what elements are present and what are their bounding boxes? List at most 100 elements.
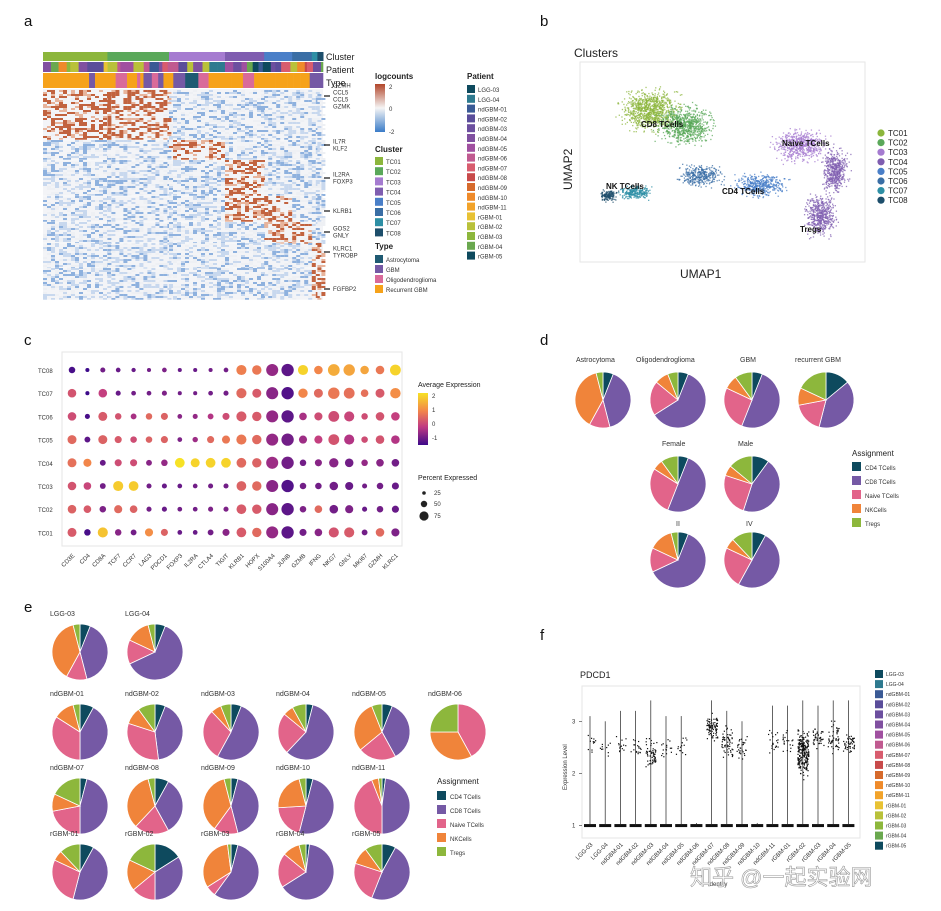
heatmap-cell xyxy=(123,251,128,253)
heatmap-cell xyxy=(321,240,326,242)
heatmap-cell xyxy=(317,138,322,140)
heatmap-cell xyxy=(79,276,83,278)
heatmap-cell xyxy=(87,202,91,204)
heatmap-cell xyxy=(151,268,156,270)
heatmap-cell xyxy=(308,106,313,108)
heatmap-cell xyxy=(107,218,111,220)
heatmap-cell xyxy=(229,192,233,194)
umap-point xyxy=(657,119,660,122)
heatmap-cell xyxy=(213,148,217,150)
heatmap-cell xyxy=(83,198,87,200)
heatmap-cell xyxy=(163,280,168,282)
heatmap-cell xyxy=(268,182,273,184)
heatmap-cell xyxy=(193,196,197,198)
heatmap-cell xyxy=(300,178,305,180)
heatmap-cell xyxy=(99,154,103,156)
heatmap-cell xyxy=(197,130,201,132)
heatmap-cell xyxy=(51,228,55,230)
heatmap-cell xyxy=(237,208,241,210)
heatmap-cell xyxy=(123,232,128,234)
heatmap-cell xyxy=(217,206,221,208)
heatmap-cell xyxy=(131,94,136,96)
heatmap-cell xyxy=(185,170,189,172)
heatmap-cell xyxy=(300,136,305,138)
heatmap-cell xyxy=(139,210,144,212)
heatmap-cell xyxy=(83,282,87,284)
heatmap-cell xyxy=(163,188,168,190)
umap-point xyxy=(660,112,662,114)
heatmap-cell xyxy=(75,188,79,190)
heatmap-cell xyxy=(257,247,261,249)
heatmap-cell xyxy=(115,150,120,152)
heatmap-cell xyxy=(91,253,95,255)
heatmap-cell xyxy=(209,140,213,142)
heatmap-cell xyxy=(127,140,132,142)
heatmap-cell xyxy=(99,192,103,194)
heatmap-cell xyxy=(292,188,297,190)
heatmap-cell xyxy=(147,276,152,278)
heatmap-cell xyxy=(131,154,136,156)
heatmap-cell xyxy=(107,270,111,272)
heatmap-cell xyxy=(139,134,144,136)
heatmap-cell xyxy=(229,255,233,257)
heatmap-cell xyxy=(276,290,281,292)
umap-point xyxy=(676,91,679,93)
heatmap-cell xyxy=(103,224,107,226)
heatmap-cell xyxy=(115,130,120,132)
heatmap-cell xyxy=(55,184,59,186)
heatmap-cell xyxy=(276,268,281,270)
heatmap-cell xyxy=(111,108,116,110)
heatmap-cell xyxy=(237,166,241,168)
heatmap-cell xyxy=(67,122,71,124)
heatmap-cell xyxy=(245,272,249,274)
patient-legend-swatch xyxy=(467,241,475,250)
gene-label: GNLY xyxy=(333,234,349,240)
heatmap-cell xyxy=(245,268,249,270)
heatmap-cell xyxy=(205,92,209,94)
heatmap-cell xyxy=(315,208,320,210)
heatmap-cell xyxy=(147,158,152,160)
umap-point xyxy=(657,129,659,131)
heatmap-cell xyxy=(284,243,289,245)
heatmap-cell xyxy=(241,298,245,300)
umap-point xyxy=(627,110,630,112)
heatmap-cell xyxy=(193,294,197,296)
heatmap-cell xyxy=(95,150,99,152)
heatmap-cell xyxy=(139,212,144,214)
heatmap-cell xyxy=(245,132,249,134)
umap-point xyxy=(634,116,637,119)
heatmap-cell xyxy=(159,226,164,228)
umap-point xyxy=(656,122,658,124)
heatmap-cell xyxy=(139,182,144,184)
heatmap-cell xyxy=(43,100,47,102)
heatmap-cell xyxy=(217,136,221,138)
heatmap-cell xyxy=(217,174,221,176)
heatmap-cell xyxy=(139,190,144,192)
heatmap-cell xyxy=(75,186,79,188)
heatmap-cell xyxy=(201,263,205,265)
heatmap-cell xyxy=(147,251,152,253)
heatmap-cell xyxy=(189,298,193,300)
heatmap-cell xyxy=(83,268,87,270)
umap-point xyxy=(652,110,654,112)
heatmap-cell xyxy=(103,214,107,216)
heatmap-cell xyxy=(197,116,201,118)
heatmap-cell xyxy=(95,290,99,292)
heatmap-cell xyxy=(43,184,47,186)
heatmap-cell xyxy=(63,132,67,134)
heatmap-cell xyxy=(177,234,181,236)
heatmap-cell xyxy=(225,294,229,296)
patient-legend-label: rGBM-01 xyxy=(478,215,503,221)
heatmap-cell xyxy=(264,130,269,132)
heatmap-cell xyxy=(308,144,313,146)
heatmap-cell xyxy=(159,164,164,166)
heatmap-cell xyxy=(321,194,326,196)
heatmap-cell xyxy=(67,126,71,128)
heatmap-cell xyxy=(276,230,281,232)
heatmap-cell xyxy=(300,128,305,130)
heatmap-cell xyxy=(147,274,152,276)
heatmap-cell xyxy=(163,144,168,146)
heatmap-cell xyxy=(185,210,189,212)
heatmap-cell xyxy=(173,292,177,294)
patient-legend-swatch xyxy=(467,114,475,123)
